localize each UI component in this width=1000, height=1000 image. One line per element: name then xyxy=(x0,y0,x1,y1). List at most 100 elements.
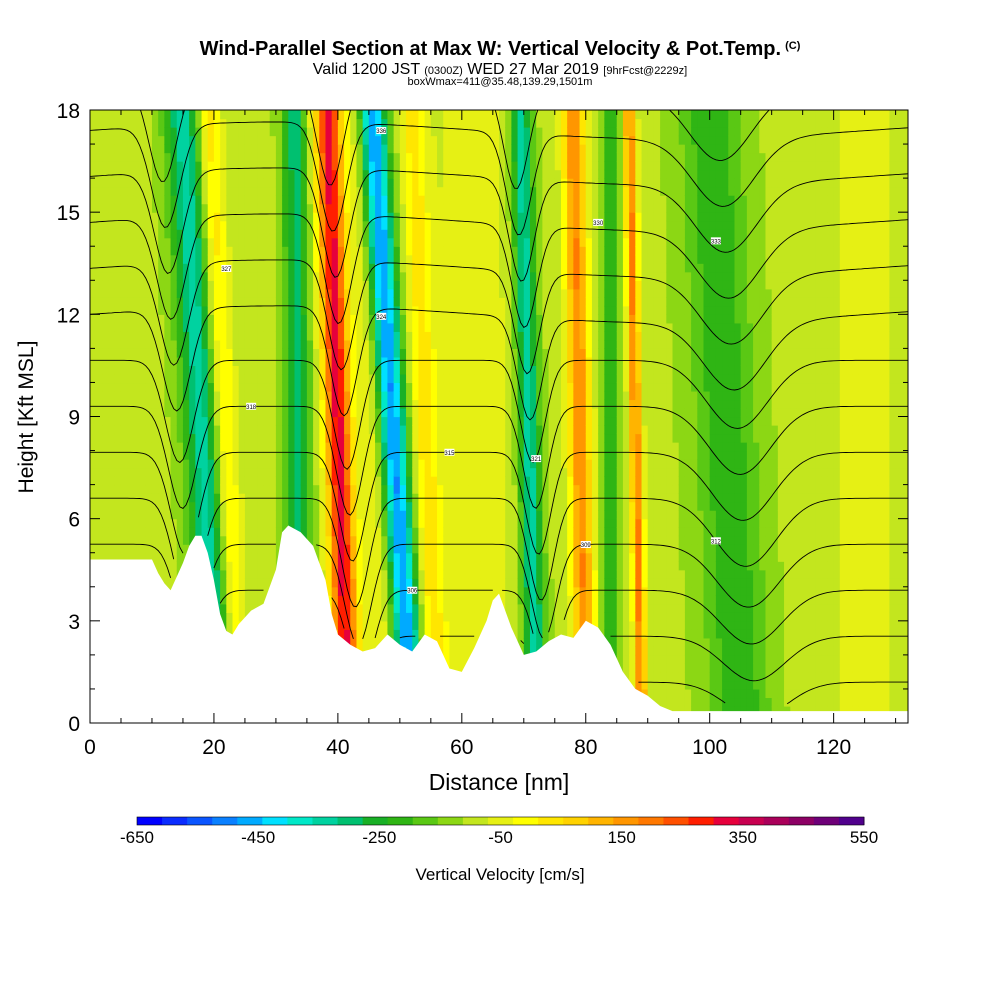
velocity-cell xyxy=(412,390,420,401)
velocity-cell xyxy=(238,407,246,418)
velocity-cell xyxy=(449,425,457,435)
velocity-cell xyxy=(90,314,97,324)
velocity-cell xyxy=(282,365,289,375)
velocity-cell xyxy=(430,425,438,435)
velocity-cell xyxy=(511,561,519,571)
velocity-cell xyxy=(461,510,469,520)
velocity-cell xyxy=(511,620,519,630)
velocity-cell xyxy=(133,484,141,494)
velocity-cell xyxy=(294,348,302,358)
velocity-cell xyxy=(114,237,122,247)
velocity-cell xyxy=(480,169,488,179)
velocity-cell xyxy=(430,433,438,443)
velocity-cell xyxy=(406,544,413,554)
velocity-cell xyxy=(213,254,221,264)
velocity-cell xyxy=(399,450,407,460)
velocity-cell xyxy=(424,203,432,213)
velocity-cell xyxy=(399,629,407,639)
velocity-cell xyxy=(294,246,302,256)
velocity-cell xyxy=(381,561,389,571)
velocity-cell xyxy=(213,399,221,409)
velocity-cell xyxy=(120,271,128,281)
velocity-cell xyxy=(145,237,153,247)
velocity-cell xyxy=(220,144,227,154)
velocity-cell xyxy=(238,365,246,375)
velocity-cell xyxy=(505,331,512,341)
velocity-cell xyxy=(492,263,500,273)
velocity-cell xyxy=(468,212,475,222)
velocity-cell xyxy=(275,467,283,477)
velocity-cell xyxy=(226,288,234,298)
velocity-cell xyxy=(195,339,203,349)
velocity-cell xyxy=(145,527,153,537)
velocity-cell xyxy=(127,322,134,332)
velocity-cell xyxy=(468,229,475,239)
velocity-cell xyxy=(164,110,172,120)
velocity-cell xyxy=(362,365,370,375)
velocity-cell xyxy=(505,203,512,213)
velocity-cell xyxy=(313,127,320,137)
velocity-cell xyxy=(294,152,302,162)
velocity-cell xyxy=(176,467,184,477)
velocity-cell xyxy=(120,373,128,384)
velocity-cell xyxy=(176,110,184,120)
velocity-cell xyxy=(102,348,110,358)
velocity-cell xyxy=(455,297,463,307)
velocity-cell xyxy=(418,263,426,273)
velocity-cell xyxy=(319,467,327,477)
velocity-cell xyxy=(151,450,159,460)
velocity-cell xyxy=(399,220,407,230)
velocity-cell xyxy=(282,297,289,307)
velocity-cell xyxy=(288,305,296,315)
velocity-cell xyxy=(176,476,184,486)
velocity-cell xyxy=(399,322,407,332)
velocity-cell xyxy=(176,552,184,562)
velocity-cell xyxy=(424,450,432,460)
velocity-cell xyxy=(306,263,314,273)
velocity-cell xyxy=(393,612,401,622)
velocity-cell xyxy=(486,569,494,579)
velocity-cell xyxy=(368,586,376,596)
velocity-cell xyxy=(461,186,469,196)
velocity-cell xyxy=(151,263,159,273)
velocity-cell xyxy=(139,135,147,145)
velocity-cell xyxy=(387,237,395,247)
velocity-cell xyxy=(437,178,444,188)
velocity-cell xyxy=(164,373,172,384)
velocity-cell xyxy=(294,484,302,494)
velocity-cell xyxy=(337,186,345,196)
velocity-cell xyxy=(182,450,190,460)
velocity-cell xyxy=(337,356,345,367)
velocity-cell xyxy=(412,425,420,435)
velocity-cell xyxy=(251,305,258,315)
velocity-cell xyxy=(480,212,488,222)
velocity-cell xyxy=(232,237,240,247)
velocity-cell xyxy=(387,535,395,545)
velocity-cell xyxy=(474,331,482,341)
velocity-cell xyxy=(418,331,426,341)
velocity-cell xyxy=(201,407,209,418)
velocity-cell xyxy=(164,339,172,349)
velocity-cell xyxy=(170,348,178,358)
velocity-cell xyxy=(213,152,221,162)
velocity-cell xyxy=(226,144,234,154)
velocity-cell xyxy=(319,254,327,264)
velocity-cell xyxy=(139,178,147,188)
velocity-cell xyxy=(399,390,407,401)
velocity-cell xyxy=(418,484,426,494)
velocity-cell xyxy=(474,195,482,205)
velocity-cell xyxy=(480,535,488,545)
velocity-cell xyxy=(275,484,283,494)
velocity-cell xyxy=(443,373,451,384)
velocity-cell xyxy=(331,578,339,588)
velocity-cell xyxy=(263,229,271,239)
velocity-cell xyxy=(319,518,327,528)
velocity-cell xyxy=(424,629,432,639)
velocity-cell xyxy=(176,390,184,401)
velocity-cell xyxy=(474,603,482,613)
velocity-cell xyxy=(499,442,506,452)
velocity-cell xyxy=(430,212,438,222)
velocity-cell xyxy=(468,603,475,613)
velocity-cell xyxy=(306,322,314,332)
velocity-cell xyxy=(96,433,103,443)
